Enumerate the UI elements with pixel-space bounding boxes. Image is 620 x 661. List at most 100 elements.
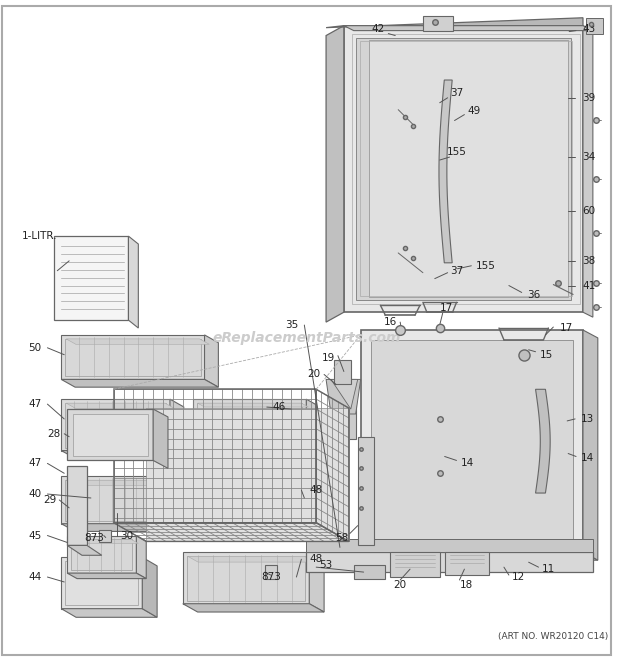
Text: 49: 49 [467,106,481,116]
Text: 155: 155 [446,147,466,157]
Polygon shape [67,573,146,578]
Polygon shape [371,340,573,543]
Text: 28: 28 [48,429,61,439]
Polygon shape [423,16,453,30]
Polygon shape [391,553,440,577]
Polygon shape [306,539,593,553]
Polygon shape [368,40,568,297]
Text: 17: 17 [440,303,453,313]
Polygon shape [67,535,136,573]
Polygon shape [61,379,218,387]
Text: 12: 12 [512,572,525,582]
Polygon shape [71,539,133,570]
Polygon shape [193,399,306,424]
Polygon shape [309,553,324,612]
Text: 46: 46 [272,402,285,412]
Polygon shape [67,545,102,555]
Polygon shape [99,529,110,543]
Text: 20: 20 [394,580,407,590]
Polygon shape [356,38,571,300]
Text: 18: 18 [460,580,473,590]
Text: 15: 15 [540,350,553,360]
Text: 873: 873 [84,533,104,543]
Polygon shape [439,80,452,263]
Polygon shape [326,26,344,322]
Text: 37: 37 [450,88,463,98]
Polygon shape [66,403,175,408]
Polygon shape [65,480,166,521]
Polygon shape [183,603,324,612]
Text: 48: 48 [309,485,323,495]
Text: 155: 155 [476,261,496,271]
Polygon shape [361,330,583,553]
Text: 45: 45 [28,531,41,541]
Polygon shape [188,557,315,562]
Text: 11: 11 [542,564,555,574]
Text: 60: 60 [582,206,595,216]
Polygon shape [197,403,303,421]
Polygon shape [67,409,153,461]
Text: 873: 873 [261,572,281,582]
Polygon shape [170,399,184,458]
Polygon shape [183,471,309,525]
Polygon shape [170,476,184,531]
Polygon shape [61,524,184,531]
Polygon shape [67,467,87,545]
Polygon shape [65,403,166,447]
Polygon shape [61,557,142,609]
Text: (ART NO. WR20120 C14): (ART NO. WR20120 C14) [498,632,608,641]
Polygon shape [306,553,593,572]
Polygon shape [309,471,324,533]
Text: 47: 47 [28,399,41,409]
Polygon shape [583,330,598,561]
Text: 14: 14 [461,458,474,469]
Polygon shape [331,379,358,409]
Text: 37: 37 [450,266,463,276]
Polygon shape [61,476,170,524]
Text: 48: 48 [309,554,323,564]
Polygon shape [136,535,146,578]
Polygon shape [142,557,157,617]
Polygon shape [146,408,349,541]
Text: 58: 58 [335,533,348,543]
Polygon shape [198,403,308,407]
Text: eReplacementParts.com: eReplacementParts.com [212,331,401,345]
Polygon shape [193,424,316,430]
Polygon shape [187,475,305,522]
Text: 44: 44 [28,572,41,582]
Polygon shape [183,553,309,603]
Polygon shape [361,553,598,561]
Polygon shape [66,339,210,344]
Polygon shape [344,26,593,30]
Text: 19: 19 [321,353,335,363]
Polygon shape [73,414,148,457]
Polygon shape [445,553,489,575]
Text: 20: 20 [308,369,321,379]
Text: 53: 53 [319,560,333,570]
Polygon shape [61,451,184,458]
Text: 47: 47 [28,458,41,469]
Text: 41: 41 [582,280,596,291]
Polygon shape [92,493,117,504]
Polygon shape [61,399,170,451]
Text: 36: 36 [527,290,540,300]
Text: 16: 16 [384,317,397,327]
Polygon shape [128,236,138,328]
Polygon shape [72,539,138,543]
Polygon shape [334,360,351,384]
Polygon shape [358,437,373,545]
Polygon shape [183,525,324,533]
Polygon shape [536,389,550,493]
Polygon shape [326,379,361,414]
Text: 39: 39 [582,93,596,103]
Text: 50: 50 [28,343,41,353]
Text: 1-LITR.: 1-LITR. [22,231,57,241]
Polygon shape [583,26,593,317]
Polygon shape [187,557,305,601]
Text: 35: 35 [285,320,298,330]
Text: 42: 42 [372,24,385,34]
Text: 40: 40 [28,489,41,499]
Text: 17: 17 [560,323,573,333]
Polygon shape [65,561,138,605]
Polygon shape [153,409,168,469]
